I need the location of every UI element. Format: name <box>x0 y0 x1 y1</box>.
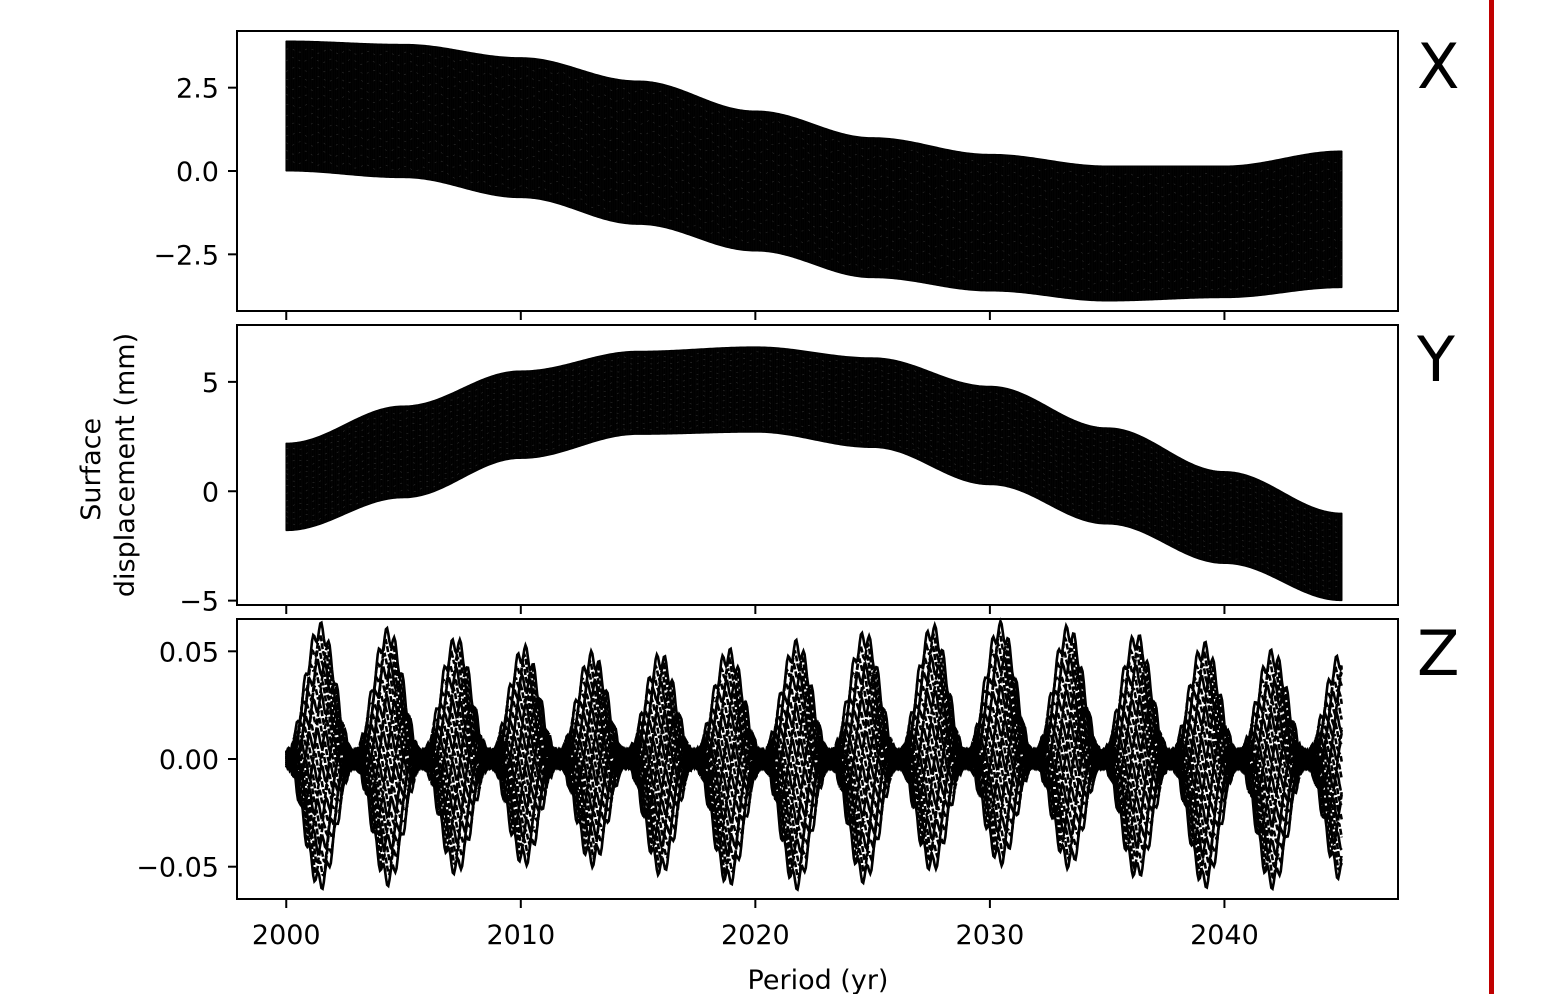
series-x <box>285 40 1343 302</box>
x-axis: 2000 2010 2020 2030 2040 <box>252 920 1259 951</box>
panel-label-y: Y <box>1416 323 1455 396</box>
panel-y: 5 0 −5 Y <box>179 323 1455 618</box>
z-cycle-curve <box>285 695 1343 772</box>
y-tick-label-z: 0.05 <box>159 637 219 668</box>
x-tick-label: 2020 <box>721 920 790 951</box>
z-cycle-curve <box>284 746 1343 858</box>
x-tick-label: 2010 <box>486 920 555 951</box>
band-texture-line <box>286 84 1342 218</box>
y-tick-label-z: 0.00 <box>159 745 219 776</box>
band-texture-line <box>286 140 1342 275</box>
y-tick-label-x: 0.0 <box>176 157 219 188</box>
y-tick-label-z: −0.05 <box>136 853 219 884</box>
panel-frame-y <box>236 324 1399 606</box>
band-envelope-x <box>285 40 1343 302</box>
band-texture-line <box>286 75 1342 208</box>
z-cycle-curve <box>284 746 1343 839</box>
series-y <box>285 346 1343 602</box>
panel-label-z: Z <box>1417 617 1459 690</box>
z-cycle-curve <box>284 746 1343 870</box>
y-axis-title-line-2: displacement (mm) <box>110 333 141 597</box>
band-envelope-y <box>285 346 1343 602</box>
x-axis-title: Period (yr) <box>748 965 889 994</box>
x-tick-label: 2040 <box>1190 920 1259 951</box>
y-tick-label-y: 0 <box>202 477 219 508</box>
band-texture-line <box>286 112 1342 247</box>
y-tick-label-x: −2.5 <box>153 240 219 271</box>
band-texture-line <box>286 122 1342 256</box>
x-tick-label: 2000 <box>252 920 321 951</box>
band-texture-line <box>286 56 1342 189</box>
y-tick-label-y: 5 <box>202 368 219 399</box>
x-tick-label: 2030 <box>956 920 1025 951</box>
y-axis-title-line-1: Surface <box>76 418 107 521</box>
y-tick-label-y: −5 <box>179 587 219 618</box>
panel-label-x: X <box>1417 30 1459 103</box>
y-tick-label-x: 2.5 <box>176 74 219 105</box>
chart-panels: 2.5 0.0 −2.5 X 5 0 −5 Y 0.05 0.00 −0.05 Z <box>136 30 1459 908</box>
series-z <box>284 617 1343 892</box>
band-texture-line <box>286 131 1342 265</box>
panel-x: 2.5 0.0 −2.5 X <box>153 30 1459 320</box>
band-texture-line <box>286 66 1342 198</box>
red-divider-rule <box>1489 0 1494 994</box>
band-texture-line <box>286 159 1342 294</box>
z-cycle-curve <box>284 746 1343 892</box>
panel-z: 0.05 0.00 −0.05 Z <box>136 617 1459 908</box>
y-axis-title: Surface displacement (mm) <box>76 333 141 597</box>
